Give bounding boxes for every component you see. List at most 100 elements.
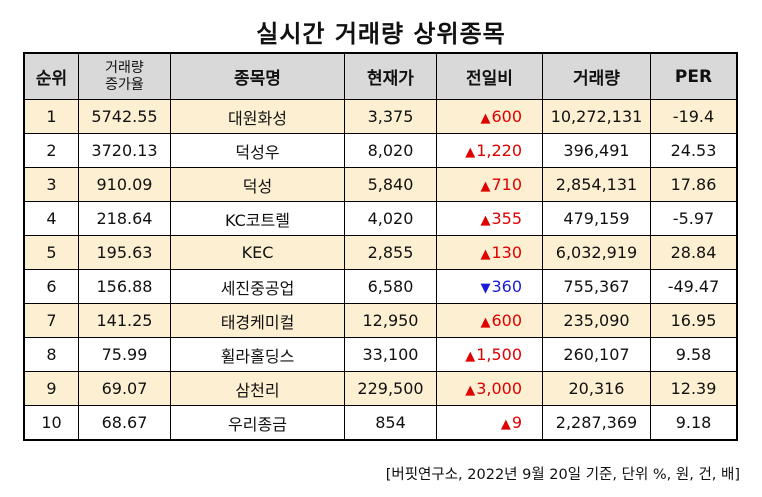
cell-name: 대원화성	[170, 99, 345, 134]
cell-volume: 10,272,131	[542, 99, 651, 134]
change-value: 360	[491, 277, 522, 296]
cell-rank: 7	[24, 303, 79, 338]
cell-per: -19.4	[650, 99, 737, 134]
triangle-up-icon: ▲	[480, 315, 491, 330]
cell-price: 854	[344, 405, 437, 440]
cell-name: 우리종금	[170, 405, 345, 440]
cell-volume: 20,316	[542, 371, 651, 406]
cell-name: 덕성우	[170, 133, 345, 168]
triangle-up-icon: ▲	[480, 213, 491, 228]
cell-change: ▲9	[436, 405, 543, 440]
cell-volume: 235,090	[542, 303, 651, 338]
table-row: 2 3720.13 덕성우 8,020 ▲1,220 396,491 24.53	[24, 133, 737, 168]
cell-change: ▼360	[436, 269, 543, 304]
table-row: 5 195.63 KEC 2,855 ▲130 6,032,919 28.84	[24, 235, 737, 270]
header-row: 순위 거래량 증가율 종목명 현재가 전일비 거래량 PER	[24, 53, 737, 100]
table-row: 4 218.64 KC코트렐 4,020 ▲355 479,159 -5.97	[24, 201, 737, 236]
cell-change: ▲710	[436, 167, 543, 202]
table-row: 7 141.25 태경케미컬 12,950 ▲600 235,090 16.95	[24, 303, 737, 338]
table-row: 3 910.09 덕성 5,840 ▲710 2,854,131 17.86	[24, 167, 737, 202]
cell-name: 삼천리	[170, 371, 345, 406]
change-value: 600	[491, 311, 522, 330]
cell-name: 휠라홀딩스	[170, 337, 345, 372]
cell-rank: 10	[24, 405, 79, 440]
cell-volume-increase: 195.63	[78, 235, 171, 270]
cell-price: 229,500	[344, 371, 437, 406]
change-value: 9	[511, 413, 522, 432]
header-rank: 순위	[24, 53, 79, 100]
cell-rank: 5	[24, 235, 79, 270]
cell-name: KC코트렐	[170, 201, 345, 236]
cell-change: ▲1,500	[436, 337, 543, 372]
cell-rank: 9	[24, 371, 79, 406]
cell-change: ▲600	[436, 99, 543, 134]
cell-price: 8,020	[344, 133, 437, 168]
cell-change: ▲3,000	[436, 371, 543, 406]
cell-rank: 8	[24, 337, 79, 372]
change-value: 600	[491, 107, 522, 126]
cell-change: ▲1,220	[436, 133, 543, 168]
cell-per: 17.86	[650, 167, 737, 202]
header-volume: 거래량	[542, 53, 651, 100]
change-value: 1,500	[476, 345, 522, 364]
cell-volume-increase: 141.25	[78, 303, 171, 338]
triangle-up-icon: ▲	[480, 247, 491, 262]
cell-volume: 2,287,369	[542, 405, 651, 440]
stock-table: 순위 거래량 증가율 종목명 현재가 전일비 거래량 PER 1 5742.55 대…	[23, 52, 738, 441]
cell-rank: 6	[24, 269, 79, 304]
cell-volume: 2,854,131	[542, 167, 651, 202]
cell-price: 12,950	[344, 303, 437, 338]
cell-volume: 396,491	[542, 133, 651, 168]
table-row: 10 68.67 우리종금 854 ▲9 2,287,369 9.18	[24, 405, 737, 440]
triangle-up-icon: ▲	[500, 417, 511, 432]
triangle-up-icon: ▲	[465, 145, 476, 160]
cell-price: 33,100	[344, 337, 437, 372]
cell-price: 2,855	[344, 235, 437, 270]
cell-rank: 3	[24, 167, 79, 202]
cell-change: ▲600	[436, 303, 543, 338]
cell-rank: 4	[24, 201, 79, 236]
cell-price: 4,020	[344, 201, 437, 236]
cell-volume-increase: 5742.55	[78, 99, 171, 134]
table-row: 8 75.99 휠라홀딩스 33,100 ▲1,500 260,107 9.58	[24, 337, 737, 372]
header-name: 종목명	[170, 53, 345, 100]
header-per: PER	[650, 53, 737, 100]
triangle-up-icon: ▲	[480, 111, 491, 126]
cell-volume: 6,032,919	[542, 235, 651, 270]
source-note: [버핏연구소, 2022년 9월 20일 기준, 단위 %, 원, 건, 배]	[385, 467, 740, 483]
cell-per: -49.47	[650, 269, 737, 304]
cell-volume-increase: 156.88	[78, 269, 171, 304]
cell-volume-increase: 910.09	[78, 167, 171, 202]
change-value: 355	[491, 209, 522, 228]
cell-price: 5,840	[344, 167, 437, 202]
cell-per: 12.39	[650, 371, 737, 406]
cell-per: 9.58	[650, 337, 737, 372]
cell-per: 28.84	[650, 235, 737, 270]
cell-per: 24.53	[650, 133, 737, 168]
header-volume-increase-line2: 증가율	[105, 76, 144, 93]
cell-name: 세진중공업	[170, 269, 345, 304]
header-change: 전일비	[436, 53, 543, 100]
cell-volume-increase: 3720.13	[78, 133, 171, 168]
header-volume-increase: 거래량 증가율	[78, 53, 171, 100]
cell-per: 9.18	[650, 405, 737, 440]
cell-volume: 755,367	[542, 269, 651, 304]
cell-volume-increase: 75.99	[78, 337, 171, 372]
cell-per: -5.97	[650, 201, 737, 236]
cell-volume: 260,107	[542, 337, 651, 372]
cell-name: 덕성	[170, 167, 345, 202]
cell-name: 태경케미컬	[170, 303, 345, 338]
cell-change: ▲130	[436, 235, 543, 270]
cell-price: 3,375	[344, 99, 437, 134]
table-body: 1 5742.55 대원화성 3,375 ▲600 10,272,131 -19.4 2 372…	[24, 99, 737, 440]
cell-price: 6,580	[344, 269, 437, 304]
cell-rank: 1	[24, 99, 79, 134]
header-price: 현재가	[344, 53, 437, 100]
table-row: 1 5742.55 대원화성 3,375 ▲600 10,272,131 -19.4	[24, 99, 737, 134]
cell-change: ▲355	[436, 201, 543, 236]
change-value: 130	[491, 243, 522, 262]
triangle-up-icon: ▲	[465, 349, 476, 364]
triangle-down-icon: ▼	[480, 281, 491, 296]
cell-volume: 479,159	[542, 201, 651, 236]
change-value: 1,220	[476, 141, 522, 160]
